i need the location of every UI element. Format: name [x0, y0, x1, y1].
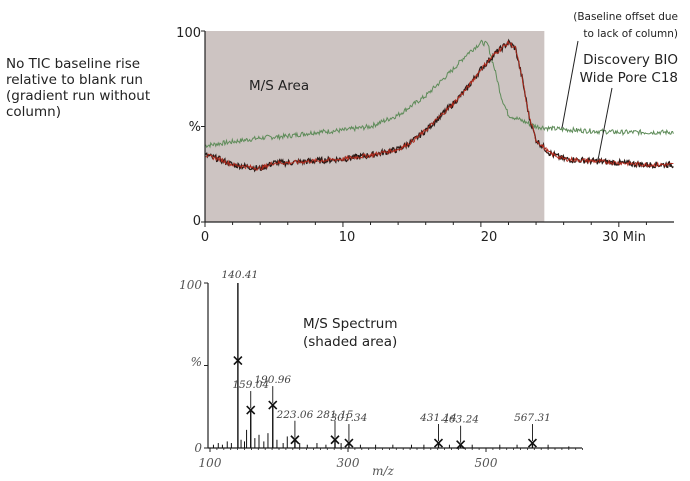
ms-peak-label: 159.04 — [232, 379, 269, 391]
ms-x-tick-label: 300 — [337, 456, 360, 470]
baseline-note-line: (Baseline offset due — [573, 11, 678, 23]
ms-peak-marker — [433, 438, 444, 448]
side-note-line: No TIC baseline rise — [6, 56, 141, 72]
ms-peak-label: 301.34 — [331, 412, 368, 424]
side-note: No TIC baseline rise relative to blank r… — [6, 56, 184, 120]
ms-y-tick-label: 100 — [179, 278, 202, 292]
ms-peak-label: 223.06 — [276, 409, 314, 421]
ms-peak-label: 431.14 — [419, 412, 457, 424]
ms-x-tick-label: 500 — [475, 456, 498, 470]
tic-x-tick-label: 20 — [481, 230, 498, 245]
tic-y-tick-label: 100 — [176, 26, 201, 41]
tic-trace-green — [204, 39, 674, 149]
ms-peak-label: 190.96 — [254, 374, 291, 386]
tic-chromatogram: 100 % 0 0 10 20 30 Min M/S Area (Baselin… — [176, 11, 678, 245]
baseline-note-pointer — [561, 40, 579, 129]
tic-y-tick-label: 0 — [193, 214, 201, 229]
column-label-pointer — [597, 87, 613, 161]
tic-x-tick-label: 0 — [201, 230, 209, 245]
side-note-line: (gradient run without — [6, 88, 151, 104]
side-note-line: relative to blank run — [6, 72, 143, 88]
ms-peak-marker — [246, 405, 256, 415]
column-label-line: Wide Pore C18 — [580, 70, 678, 86]
baseline-note-line: to lack of column) — [583, 28, 678, 40]
ms-peak-marker — [233, 355, 243, 366]
tic-x-tick-label: 30 Min — [602, 230, 646, 245]
ms-peak-marker — [330, 435, 340, 445]
ms-peak-marker — [290, 435, 300, 445]
ms-minor-peaks — [212, 429, 570, 448]
ms-peak-marker — [344, 438, 354, 448]
tic-x-tick-label: 10 — [339, 230, 356, 245]
column-label-line: Discovery BIO — [583, 52, 678, 68]
ms-tick-group — [204, 282, 583, 452]
ms-peak-label: 281.15 — [316, 409, 354, 421]
ms-peak-marker — [456, 440, 466, 450]
ms-spectrum-subtitle: (shaded area) — [303, 334, 397, 350]
ms-x-tick-label: 100 — [199, 456, 222, 470]
ms-peak-label: 140.41 — [222, 269, 259, 281]
ms-peak-marker — [268, 400, 278, 410]
tic-trace-red — [204, 40, 674, 171]
ms-x-axis-title: m/z — [372, 464, 394, 478]
tic-traces — [204, 38, 674, 173]
ms-peak-label: 567.31 — [514, 412, 551, 424]
tic-y-tick-label: % — [189, 120, 201, 135]
ms-y-tick-label: % — [191, 355, 202, 369]
ms-area-label: M/S Area — [249, 78, 309, 94]
ms-peak-marker — [527, 438, 538, 448]
side-note-line: column) — [6, 104, 61, 120]
ms-y-tick-label: 0 — [194, 441, 202, 455]
tic-tick-group — [201, 30, 647, 227]
ms-spectrum-title: M/S Spectrum — [303, 316, 397, 332]
ms-peak-label: 463.24 — [441, 414, 479, 426]
ms-shaded-area — [205, 31, 545, 222]
